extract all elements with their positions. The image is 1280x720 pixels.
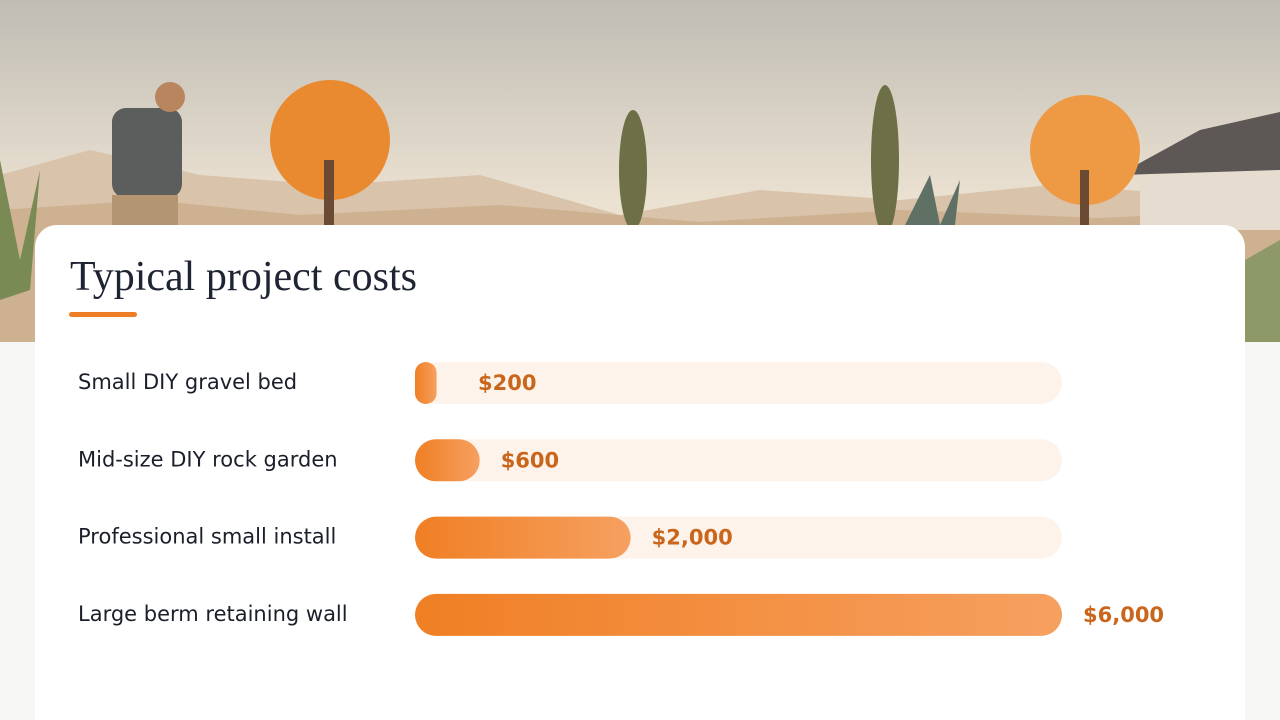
bar xyxy=(415,516,631,559)
bar-track xyxy=(415,439,1062,482)
category-label: Large berm retaining wall xyxy=(78,602,348,626)
category-label: Professional small install xyxy=(78,525,336,549)
value-label: $600 xyxy=(501,448,559,472)
value-label: $6,000 xyxy=(1083,603,1164,627)
category-label: Mid-size DIY rock garden xyxy=(78,447,338,471)
title-underline xyxy=(69,312,137,317)
value-label: $2,000 xyxy=(652,526,733,550)
bar xyxy=(415,362,437,404)
chart-title: Typical project costs xyxy=(70,254,417,300)
bar-track xyxy=(415,362,1062,404)
value-label: $200 xyxy=(478,371,536,395)
bar xyxy=(415,439,480,482)
category-label: Small DIY gravel bed xyxy=(78,370,297,394)
bar xyxy=(415,593,1062,636)
